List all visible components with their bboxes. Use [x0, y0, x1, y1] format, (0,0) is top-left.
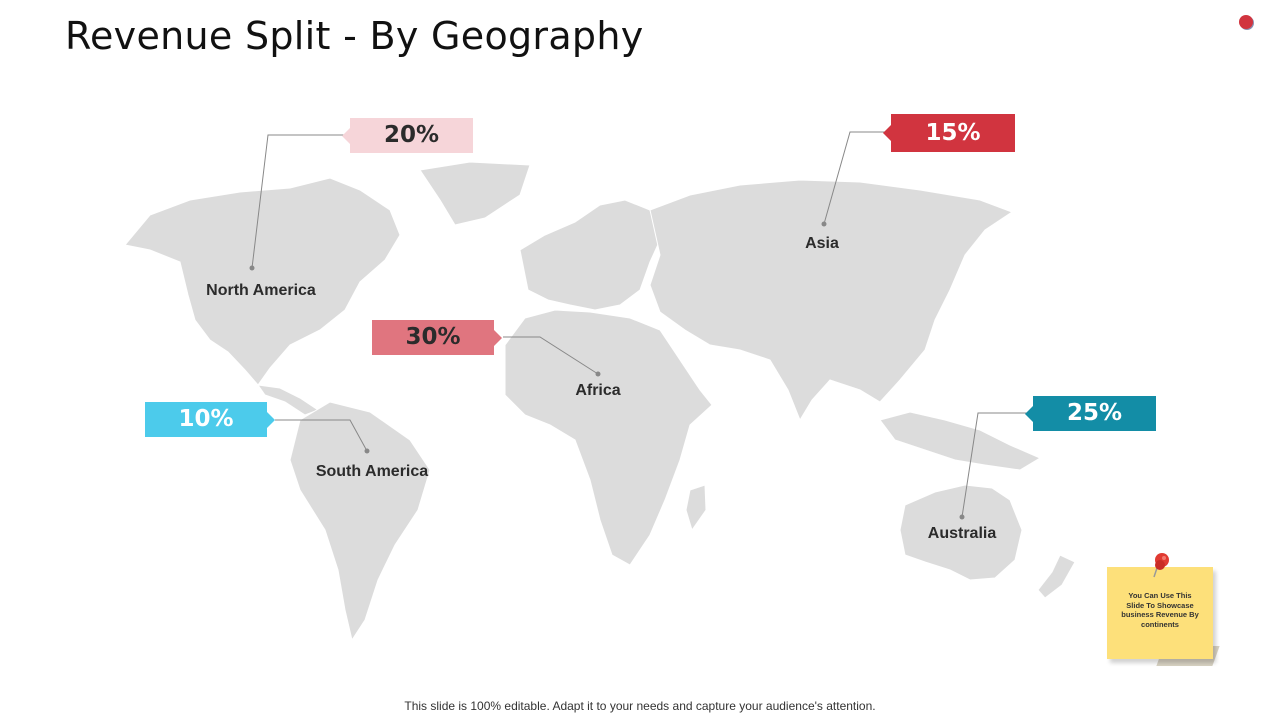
greenland-shape [419, 161, 531, 226]
percent-badge-south-america: 10% [145, 402, 275, 437]
region-label-north-america: North America [206, 282, 316, 299]
africa-shape [504, 309, 713, 566]
percent-badge-asia: 15% [883, 114, 1015, 152]
region-label-south-america: South America [315, 463, 429, 480]
sticky-note: You Can Use This Slide To Showcase busin… [1107, 567, 1213, 659]
southeast-asia-shape [879, 411, 1042, 471]
region-label-australia: Australia [927, 525, 997, 542]
corner-dot-icon [1239, 15, 1253, 29]
pushpin-icon [1153, 553, 1169, 578]
central-america-shape [256, 384, 320, 416]
percent-badge-australia: 25% [1025, 396, 1156, 431]
percent-badge-africa: 30% [372, 320, 502, 355]
sticky-note-text: You Can Use This Slide To Showcase busin… [1121, 591, 1199, 629]
percent-badge-north-america: 20% [342, 118, 473, 153]
australia-shape [899, 484, 1023, 581]
south-america-shape [289, 401, 431, 642]
page-title: Revenue Split - By Geography [65, 14, 644, 58]
madagascar-shape [685, 484, 707, 532]
new-zealand-shape [1037, 554, 1076, 599]
region-label-africa: Africa [575, 382, 621, 399]
north-america-shape [124, 177, 401, 386]
europe-shape [519, 199, 661, 311]
asia-shape [649, 179, 1014, 422]
footer-text: This slide is 100% editable. Adapt it to… [404, 699, 876, 713]
region-label-asia: Asia [805, 235, 839, 252]
